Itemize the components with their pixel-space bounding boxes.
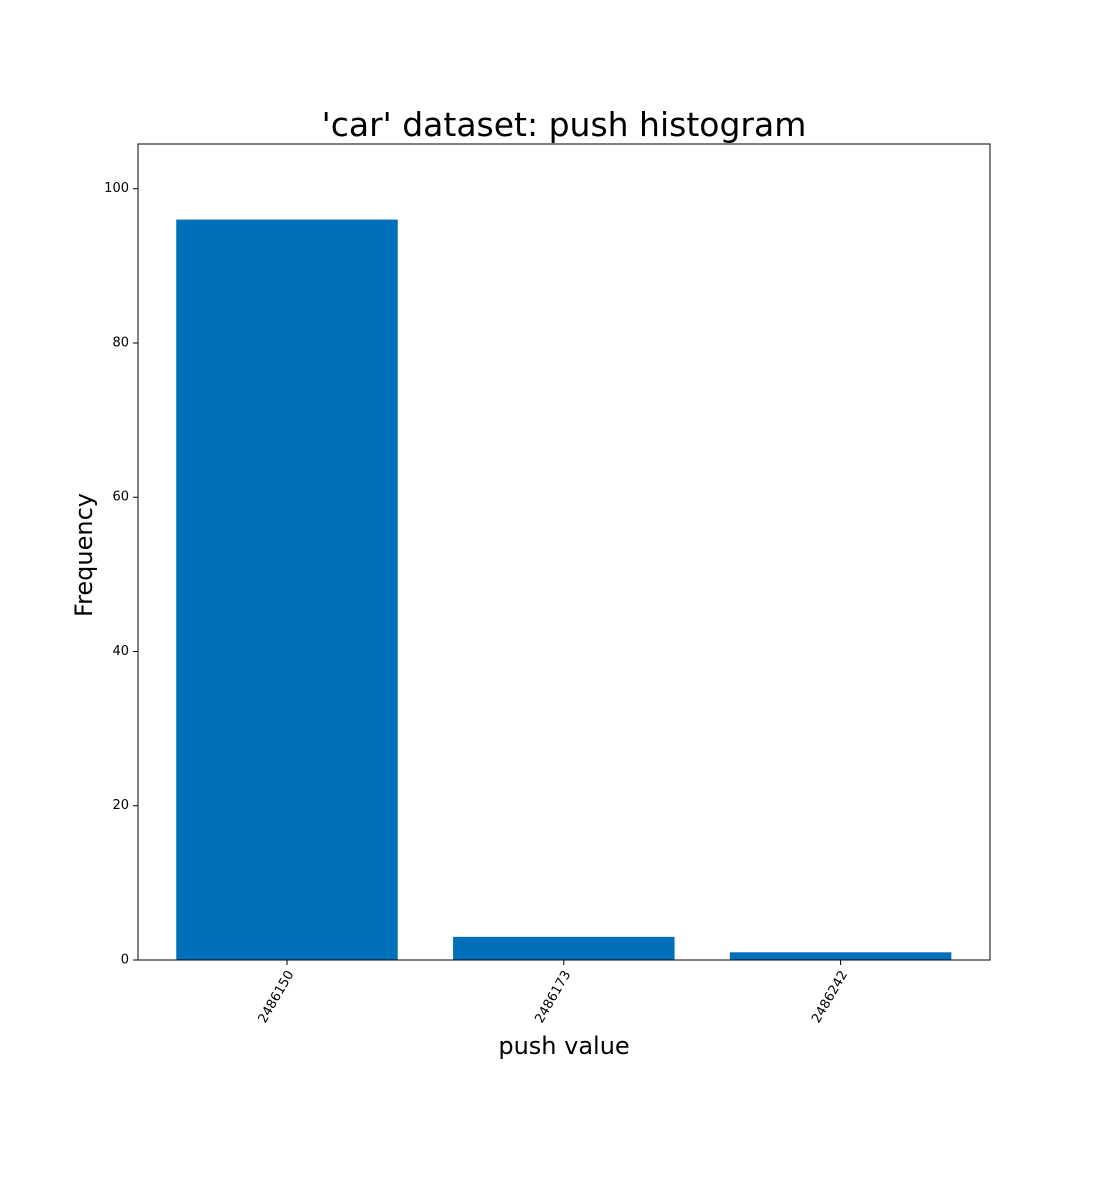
x-axis-label: push value bbox=[498, 1032, 629, 1060]
bars-group bbox=[176, 219, 952, 960]
x-tick-label: 2486242 bbox=[809, 968, 851, 1026]
plot-frame bbox=[137, 143, 991, 961]
y-tick-label: 20 bbox=[112, 798, 129, 813]
x-tick-label: 2486173 bbox=[532, 968, 574, 1026]
y-tick-label: 100 bbox=[104, 181, 129, 196]
y-axis: 0 20 40 60 80 100 bbox=[104, 181, 138, 968]
y-tick-label: 0 bbox=[121, 953, 129, 968]
y-axis-label: Frequency bbox=[70, 493, 98, 617]
x-tick-label: 2486150 bbox=[256, 968, 298, 1026]
chart-title: 'car' dataset: push histogram bbox=[322, 105, 807, 144]
bar-2486242 bbox=[729, 952, 952, 960]
x-axis: 2486150 2486173 2486242 bbox=[256, 960, 851, 1026]
y-tick-label: 80 bbox=[112, 335, 129, 350]
y-tick-label: 60 bbox=[112, 490, 129, 505]
bar-2486150 bbox=[176, 219, 398, 960]
y-tick-label: 40 bbox=[112, 644, 129, 659]
bar-2486173 bbox=[453, 936, 675, 960]
